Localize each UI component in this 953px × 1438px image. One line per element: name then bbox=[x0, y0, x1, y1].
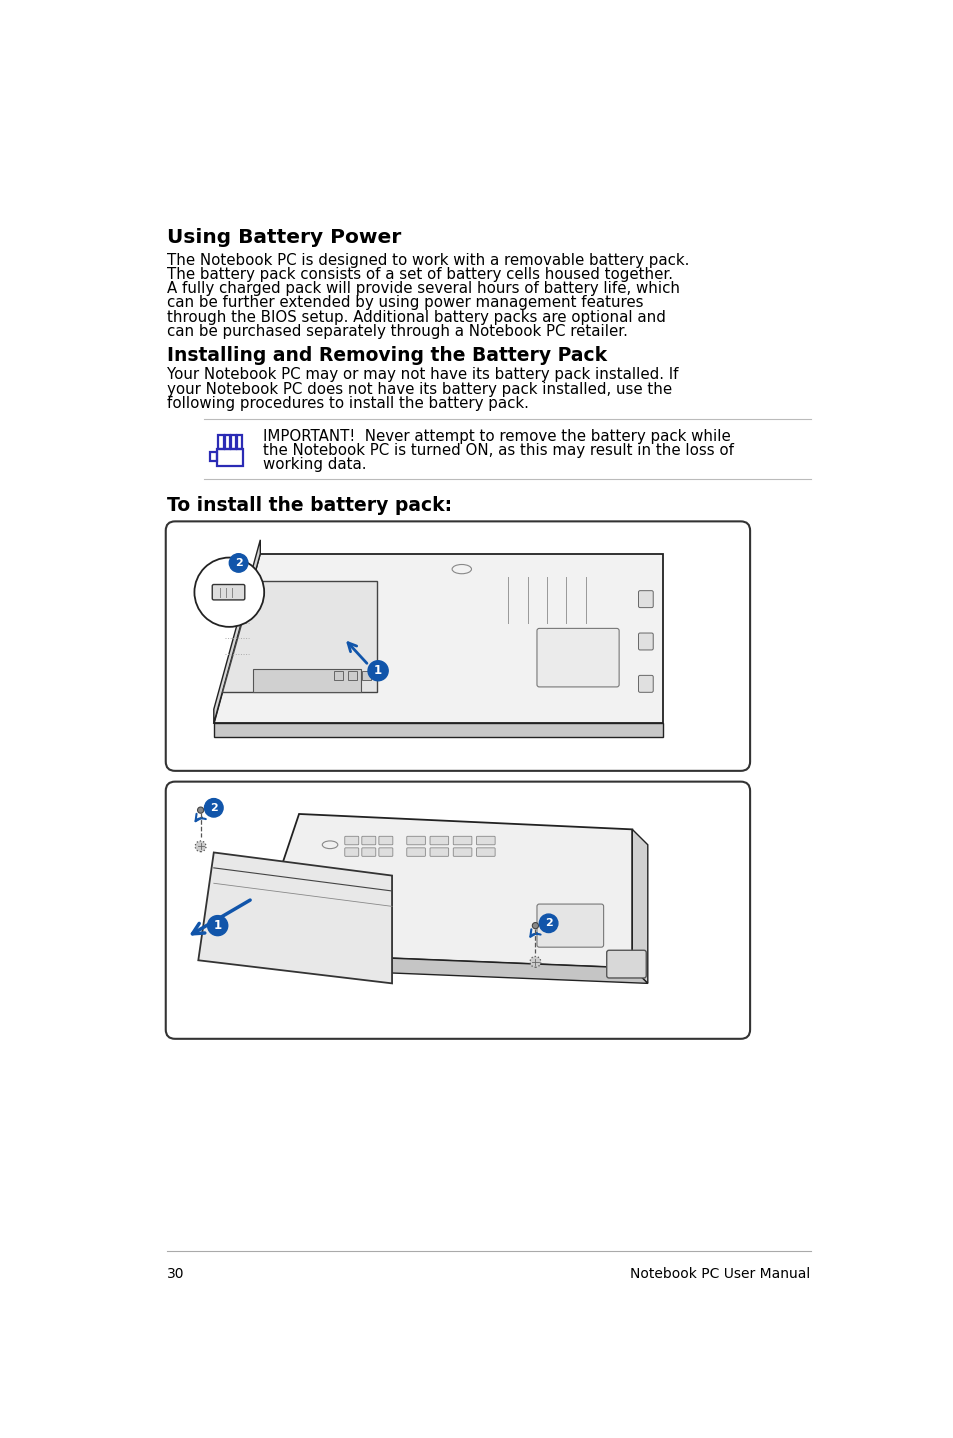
Polygon shape bbox=[213, 723, 662, 736]
Text: Installing and Removing the Battery Pack: Installing and Removing the Battery Pack bbox=[167, 345, 607, 365]
FancyBboxPatch shape bbox=[334, 670, 343, 680]
Text: 30: 30 bbox=[167, 1267, 185, 1281]
Circle shape bbox=[530, 956, 540, 968]
FancyBboxPatch shape bbox=[638, 633, 653, 650]
Circle shape bbox=[197, 807, 204, 814]
Circle shape bbox=[538, 915, 558, 933]
FancyBboxPatch shape bbox=[344, 837, 358, 844]
Circle shape bbox=[229, 554, 248, 572]
Circle shape bbox=[195, 841, 206, 851]
FancyBboxPatch shape bbox=[537, 628, 618, 687]
Text: 1: 1 bbox=[374, 664, 382, 677]
Circle shape bbox=[532, 923, 537, 929]
FancyBboxPatch shape bbox=[453, 848, 472, 856]
Text: 1: 1 bbox=[213, 919, 221, 932]
Text: A fully charged pack will provide several hours of battery life, which: A fully charged pack will provide severa… bbox=[167, 282, 679, 296]
Circle shape bbox=[368, 660, 388, 680]
Text: can be purchased separately through a Notebook PC retailer.: can be purchased separately through a No… bbox=[167, 324, 627, 339]
FancyBboxPatch shape bbox=[638, 591, 653, 608]
Text: the Notebook PC is turned ON, as this may result in the loss of: the Notebook PC is turned ON, as this ma… bbox=[262, 443, 733, 457]
Circle shape bbox=[194, 558, 264, 627]
FancyBboxPatch shape bbox=[537, 905, 603, 948]
Text: your Notebook PC does not have its battery pack installed, use the: your Notebook PC does not have its batte… bbox=[167, 381, 672, 397]
FancyBboxPatch shape bbox=[344, 848, 358, 856]
FancyBboxPatch shape bbox=[406, 848, 425, 856]
Text: through the BIOS setup. Additional battery packs are optional and: through the BIOS setup. Additional batte… bbox=[167, 309, 665, 325]
FancyBboxPatch shape bbox=[378, 848, 393, 856]
Polygon shape bbox=[253, 952, 647, 984]
Text: IMPORTANT!  Never attempt to remove the battery pack while: IMPORTANT! Never attempt to remove the b… bbox=[262, 429, 730, 443]
Text: Your Notebook PC may or may not have its battery pack installed. If: Your Notebook PC may or may not have its… bbox=[167, 367, 679, 383]
Text: 2: 2 bbox=[544, 919, 552, 929]
FancyBboxPatch shape bbox=[212, 584, 245, 600]
FancyBboxPatch shape bbox=[430, 837, 448, 844]
Text: working data.: working data. bbox=[262, 457, 366, 472]
Text: The Notebook PC is designed to work with a removable battery pack.: The Notebook PC is designed to work with… bbox=[167, 253, 689, 267]
FancyBboxPatch shape bbox=[476, 848, 495, 856]
FancyBboxPatch shape bbox=[361, 848, 375, 856]
FancyBboxPatch shape bbox=[166, 522, 749, 771]
FancyBboxPatch shape bbox=[378, 837, 393, 844]
FancyBboxPatch shape bbox=[361, 837, 375, 844]
FancyBboxPatch shape bbox=[166, 782, 749, 1038]
Polygon shape bbox=[253, 669, 360, 692]
Text: can be further extended by using power management features: can be further extended by using power m… bbox=[167, 295, 643, 311]
Text: To install the battery pack:: To install the battery pack: bbox=[167, 496, 452, 515]
Text: following procedures to install the battery pack.: following procedures to install the batt… bbox=[167, 395, 529, 411]
FancyBboxPatch shape bbox=[606, 951, 645, 978]
Circle shape bbox=[204, 798, 223, 817]
FancyBboxPatch shape bbox=[430, 848, 448, 856]
Circle shape bbox=[208, 916, 228, 936]
Text: Using Battery Power: Using Battery Power bbox=[167, 229, 401, 247]
Text: 2: 2 bbox=[210, 802, 217, 812]
Text: 2: 2 bbox=[234, 558, 242, 568]
FancyBboxPatch shape bbox=[453, 837, 472, 844]
FancyBboxPatch shape bbox=[406, 837, 425, 844]
Polygon shape bbox=[198, 853, 392, 984]
Text: The battery pack consists of a set of battery cells housed together.: The battery pack consists of a set of ba… bbox=[167, 267, 673, 282]
FancyBboxPatch shape bbox=[361, 670, 371, 680]
Polygon shape bbox=[253, 814, 632, 968]
Polygon shape bbox=[213, 539, 260, 723]
FancyBboxPatch shape bbox=[638, 676, 653, 692]
FancyBboxPatch shape bbox=[348, 670, 356, 680]
FancyBboxPatch shape bbox=[476, 837, 495, 844]
Polygon shape bbox=[221, 581, 376, 692]
Polygon shape bbox=[213, 554, 662, 723]
Polygon shape bbox=[632, 830, 647, 984]
Text: Notebook PC User Manual: Notebook PC User Manual bbox=[630, 1267, 810, 1281]
